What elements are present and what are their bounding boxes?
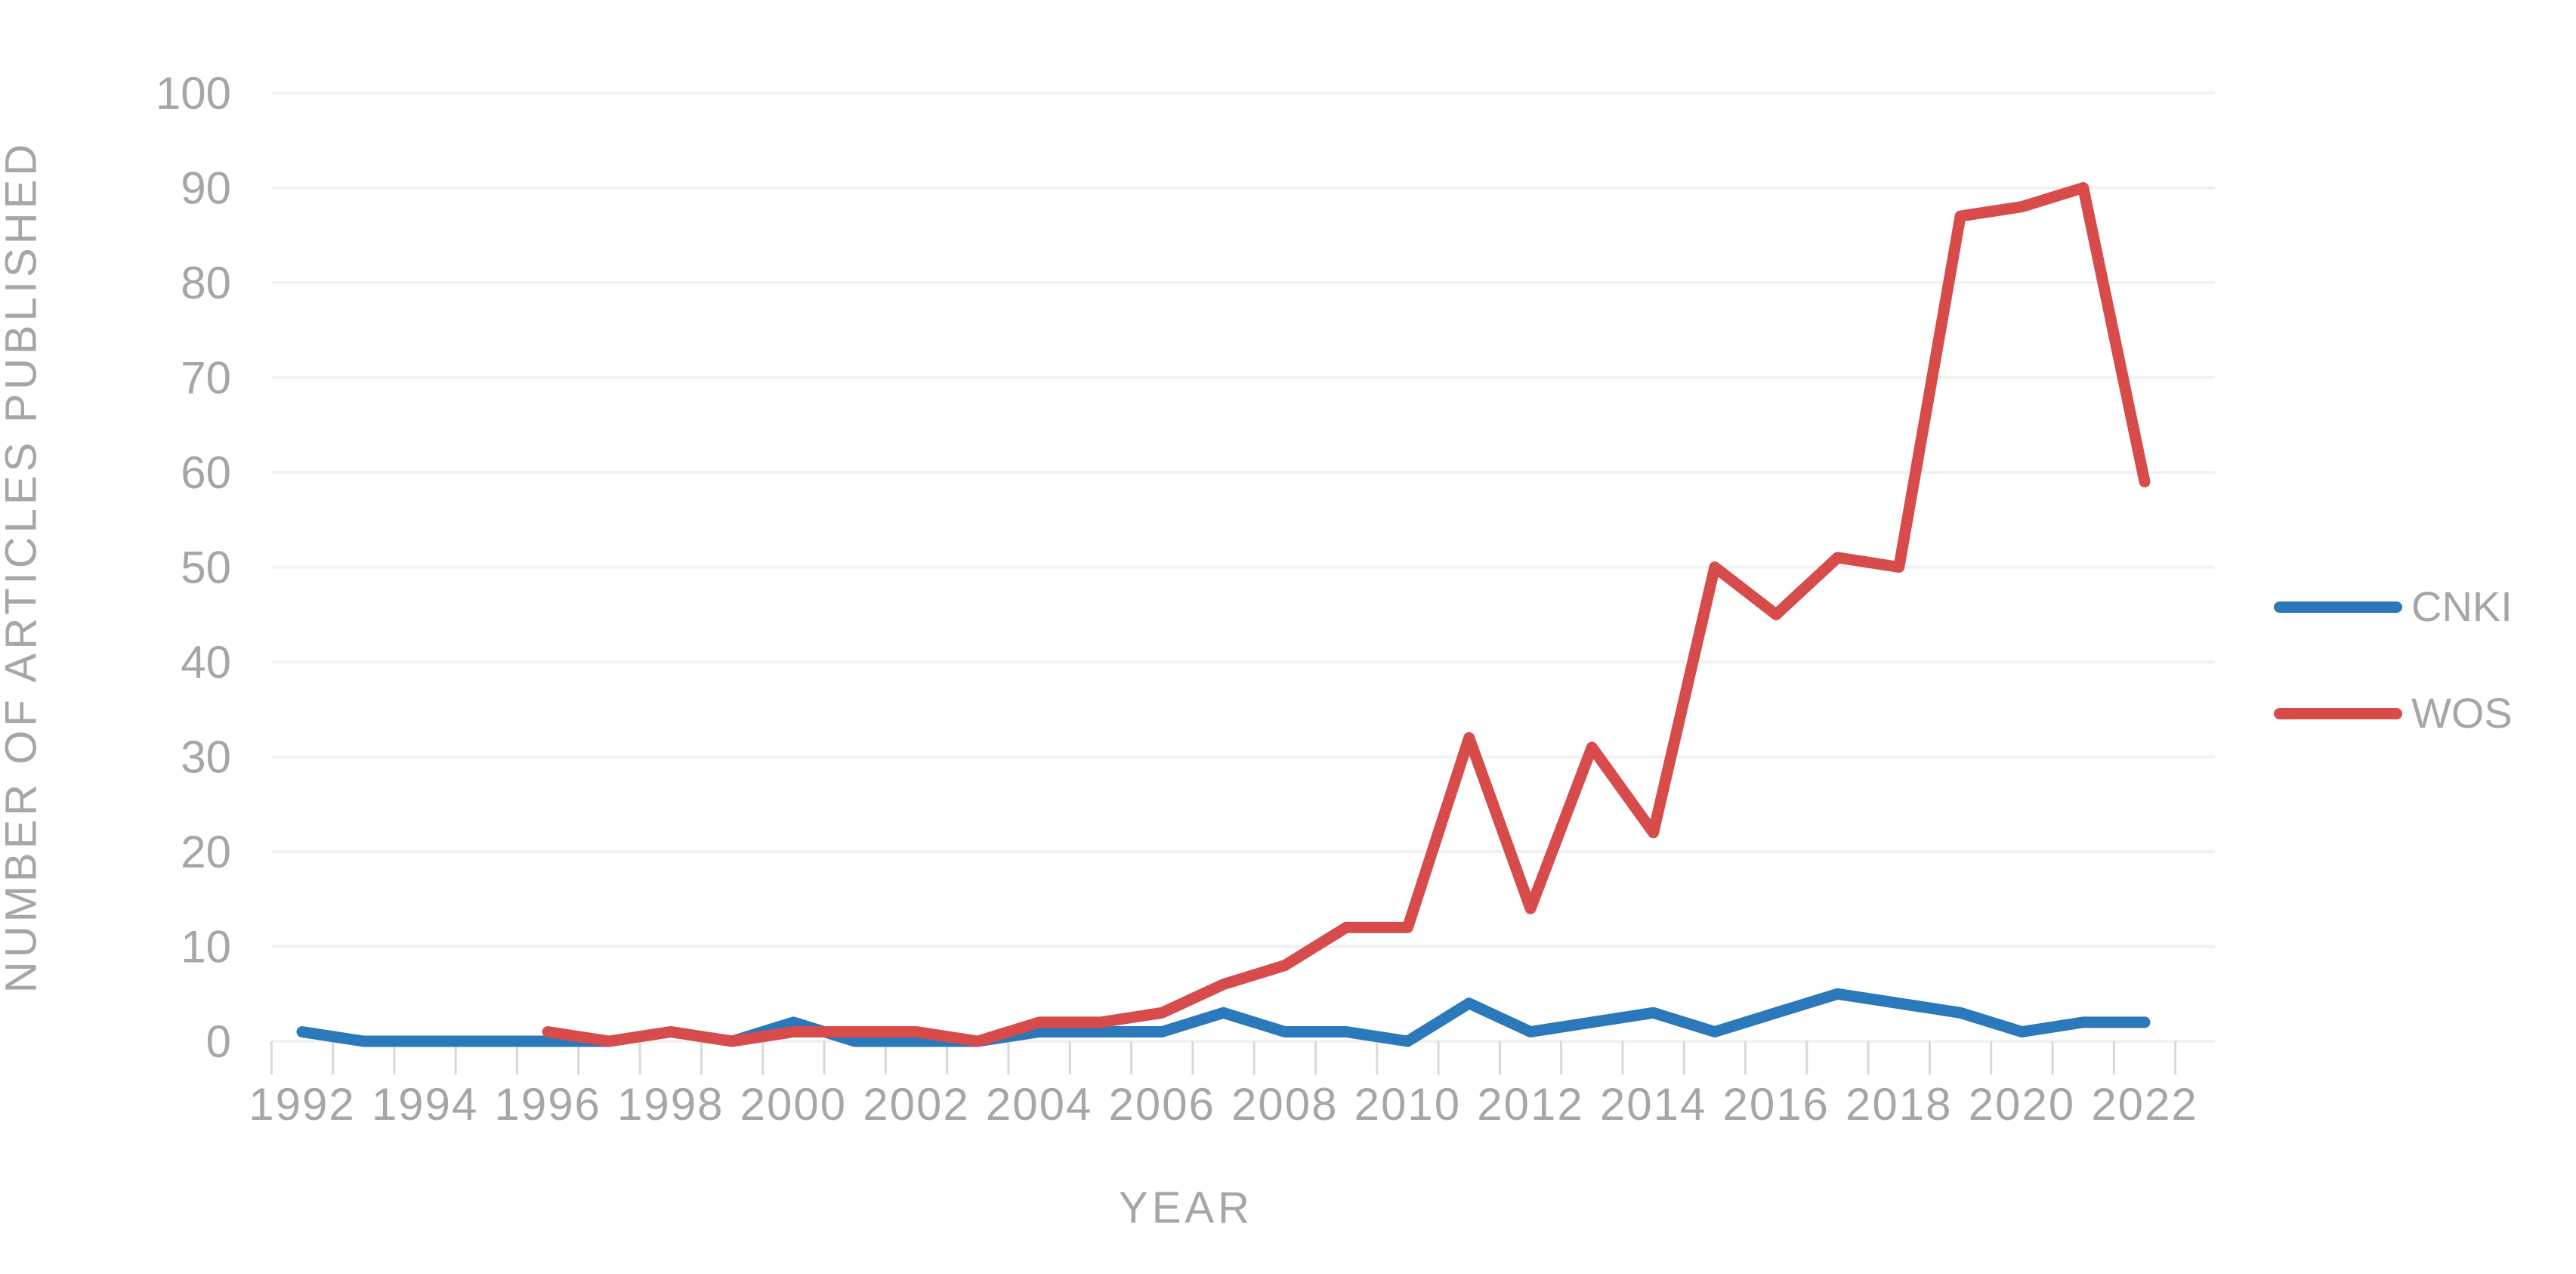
x-axis-tick-labels: 1992 1994 1996 1998 2000 2002 2004 2006 2008 2010… [249, 1079, 2198, 1130]
x-tick-label-2012: 2012 [1477, 1079, 1583, 1130]
y-tick-label-50: 50 [181, 543, 231, 593]
x-axis-title: YEAR [1119, 1183, 1253, 1232]
x-tick-label-2006: 2006 [1108, 1079, 1215, 1130]
y-tick-label-30: 30 [181, 732, 231, 783]
x-tick-label-2002: 2002 [863, 1079, 969, 1130]
gridlines [272, 91, 2215, 1043]
y-axis-tick-labels: 0 10 20 30 40 50 60 70 80 90 100 [156, 68, 231, 1067]
legend-label-wos: WOS [2411, 689, 2513, 737]
x-tick-label-2014: 2014 [1600, 1079, 1707, 1130]
wos-line-swatch-icon [2274, 707, 2402, 719]
x-tick-label-2010: 2010 [1354, 1079, 1461, 1130]
y-tick-label-40: 40 [181, 637, 231, 688]
y-tick-label-10: 10 [181, 922, 231, 973]
x-axis-ticks [270, 1041, 2177, 1075]
y-tick-label-20: 20 [181, 827, 231, 877]
y-tick-label-0: 0 [206, 1016, 231, 1067]
data-series [296, 182, 2151, 1047]
cnki-line-swatch-icon [2274, 601, 2402, 613]
y-axis-title: NUMBER OF ARTICLES PUBLISHED [0, 140, 46, 994]
legend: CNKI WOS [2274, 586, 2513, 734]
y-tick-label-80: 80 [181, 258, 231, 308]
y-tick-label-60: 60 [181, 447, 231, 498]
x-tick-label-1992: 1992 [249, 1079, 355, 1130]
legend-label-cnki: CNKI [2411, 583, 2513, 630]
x-tick-label-2020: 2020 [1969, 1079, 2075, 1130]
y-tick-label-70: 70 [181, 353, 231, 404]
legend-item-cnki: CNKI [2274, 586, 2513, 628]
x-tick-label-2018: 2018 [1846, 1079, 1952, 1130]
x-tick-label-1998: 1998 [617, 1079, 724, 1130]
x-tick-label-2022: 2022 [2091, 1079, 2198, 1130]
x-tick-label-2008: 2008 [1231, 1079, 1338, 1130]
legend-item-wos: WOS [2274, 692, 2513, 734]
x-tick-label-1996: 1996 [494, 1079, 601, 1130]
y-tick-label-100: 100 [156, 68, 231, 119]
y-tick-label-90: 90 [181, 163, 231, 214]
series-line-wos [542, 182, 2151, 1047]
x-tick-label-1994: 1994 [372, 1079, 478, 1130]
x-tick-label-2016: 2016 [1722, 1079, 1829, 1130]
x-tick-label-2000: 2000 [740, 1079, 847, 1130]
x-tick-label-2004: 2004 [986, 1079, 1092, 1130]
